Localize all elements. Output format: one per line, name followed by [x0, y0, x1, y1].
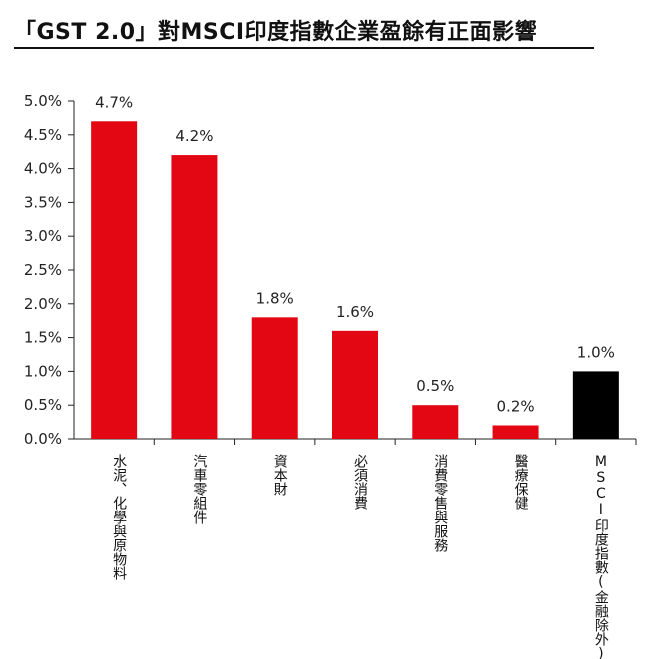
y-tick-label: 0.0%: [24, 430, 62, 448]
data-labels: 4.7% 4.2% 1.8% 1.6% 0.5% 0.2% 1.0%: [95, 93, 615, 415]
data-label: 1.0%: [577, 343, 615, 361]
y-tick-label: 3.5%: [24, 193, 62, 211]
y-axis: 0.0% 0.5% 1.0% 1.5% 2.0% 2.5% 3.0% 3.5% 4.0% 4.5%…: [24, 92, 637, 448]
category-label: 消費零售與服務: [432, 454, 448, 553]
category-label: 醫療保健: [513, 454, 529, 511]
data-label: 4.7%: [95, 93, 133, 111]
y-tick-label: 4.0%: [24, 160, 62, 178]
y-tick-label: 5.0%: [24, 92, 62, 110]
y-tick-label: 2.5%: [24, 261, 62, 279]
y-tick-label: 2.0%: [24, 295, 62, 313]
category-label: 必須消費: [352, 454, 368, 510]
data-label: 0.2%: [497, 397, 535, 415]
y-tick-label: 3.0%: [24, 227, 62, 245]
bar: [251, 317, 298, 439]
data-label: 1.8%: [256, 289, 294, 307]
category-label: 資本財: [272, 454, 288, 496]
y-tick-label: 1.5%: [24, 329, 62, 347]
data-label: 0.5%: [416, 377, 454, 395]
chart-title: 「GST 2.0」對MSCI印度指數企業盈餘有正面影響: [14, 20, 538, 45]
category-label: 水泥、化學與原物料: [111, 454, 127, 580]
bar: [412, 405, 459, 439]
y-tick-label: 4.5%: [24, 126, 62, 144]
y-tick-label: 1.0%: [24, 362, 62, 380]
data-label: 4.2%: [175, 127, 213, 145]
bar: [332, 330, 378, 439]
data-label: 1.6%: [336, 303, 374, 321]
category-labels: 水泥、化學與原物料 汽車零組件 資本財 必須消費 消費零售與服務 醫療保健 MSCI印度指數…: [111, 454, 609, 659]
bar: [171, 155, 218, 439]
category-label: 汽車零組件: [191, 454, 207, 524]
bar: [572, 371, 619, 439]
bars: [91, 121, 619, 439]
category-label: MSCI印度指數(金融除外): [593, 454, 609, 659]
bar: [91, 121, 138, 439]
title-underline: [14, 47, 594, 49]
bar: [492, 425, 539, 439]
y-tick-label: 0.5%: [24, 396, 62, 414]
